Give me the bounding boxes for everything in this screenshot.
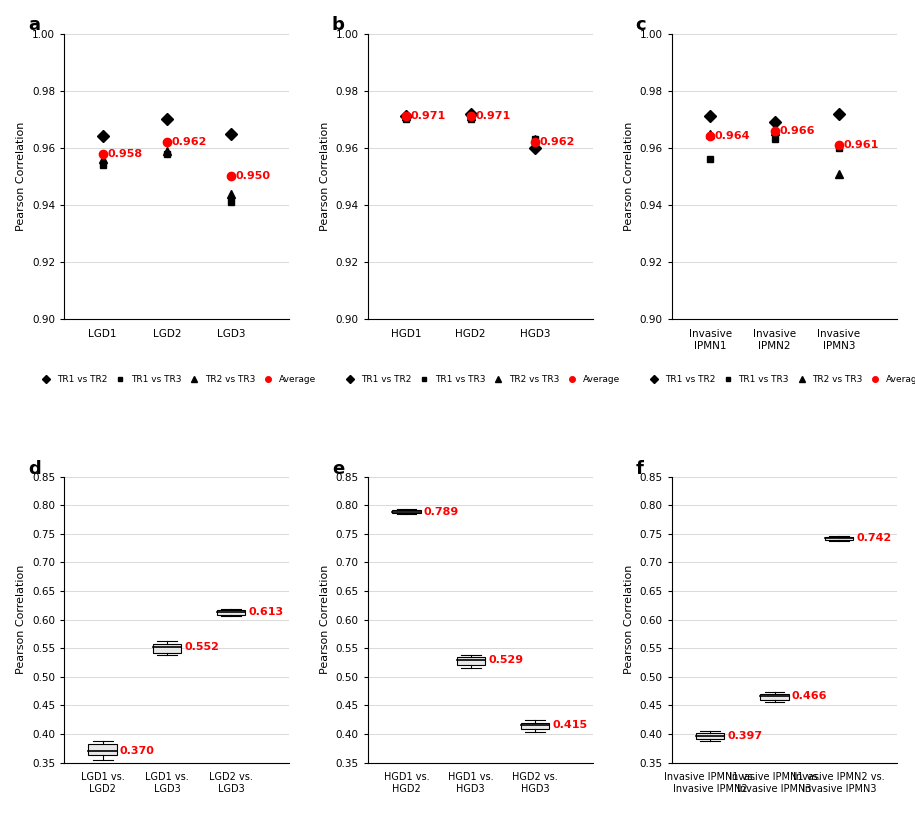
Text: 0.950: 0.950: [236, 172, 271, 182]
Text: 0.397: 0.397: [727, 731, 763, 741]
Bar: [457, 657, 485, 665]
Text: e: e: [332, 459, 344, 478]
Y-axis label: Pearson Correlation: Pearson Correlation: [16, 565, 27, 675]
Text: 0.415: 0.415: [553, 721, 587, 731]
Text: 0.966: 0.966: [779, 126, 814, 136]
Text: 0.466: 0.466: [791, 691, 827, 701]
Bar: [89, 744, 117, 755]
Legend: TR1 vs TR2, TR1 vs TR3, TR2 vs TR3, Average: TR1 vs TR2, TR1 vs TR3, TR2 vs TR3, Aver…: [645, 375, 915, 385]
Y-axis label: Pearson Correlation: Pearson Correlation: [16, 122, 27, 231]
Text: 0.962: 0.962: [540, 137, 575, 147]
Text: 0.958: 0.958: [107, 148, 142, 158]
Y-axis label: Pearson Correlation: Pearson Correlation: [320, 122, 330, 231]
Bar: [217, 610, 245, 615]
Bar: [696, 733, 725, 738]
Text: 0.370: 0.370: [120, 746, 155, 756]
Y-axis label: Pearson Correlation: Pearson Correlation: [624, 122, 634, 231]
Bar: [153, 644, 181, 653]
Text: c: c: [636, 17, 646, 34]
Bar: [824, 536, 853, 540]
Bar: [393, 510, 421, 513]
Text: 0.964: 0.964: [715, 132, 750, 142]
Text: d: d: [28, 459, 41, 478]
Text: 0.962: 0.962: [171, 137, 207, 147]
Legend: TR1 vs TR2, TR1 vs TR3, TR2 vs TR3, Average: TR1 vs TR2, TR1 vs TR3, TR2 vs TR3, Aver…: [341, 375, 619, 385]
Text: b: b: [332, 17, 345, 34]
Y-axis label: Pearson Correlation: Pearson Correlation: [320, 565, 330, 675]
Text: 0.613: 0.613: [249, 608, 284, 618]
Text: f: f: [636, 459, 643, 478]
Text: 0.971: 0.971: [475, 111, 511, 122]
Bar: [760, 694, 789, 700]
Text: a: a: [28, 17, 40, 34]
Text: 0.789: 0.789: [424, 506, 459, 516]
Text: 0.971: 0.971: [411, 111, 447, 122]
Y-axis label: Pearson Correlation: Pearson Correlation: [624, 565, 634, 675]
Text: 0.742: 0.742: [856, 534, 891, 543]
Text: 0.529: 0.529: [488, 655, 523, 665]
Legend: TR1 vs TR2, TR1 vs TR3, TR2 vs TR3, Average: TR1 vs TR2, TR1 vs TR3, TR2 vs TR3, Aver…: [38, 375, 316, 385]
Text: 0.552: 0.552: [184, 642, 220, 652]
Text: 0.961: 0.961: [844, 140, 878, 150]
Bar: [521, 722, 549, 729]
